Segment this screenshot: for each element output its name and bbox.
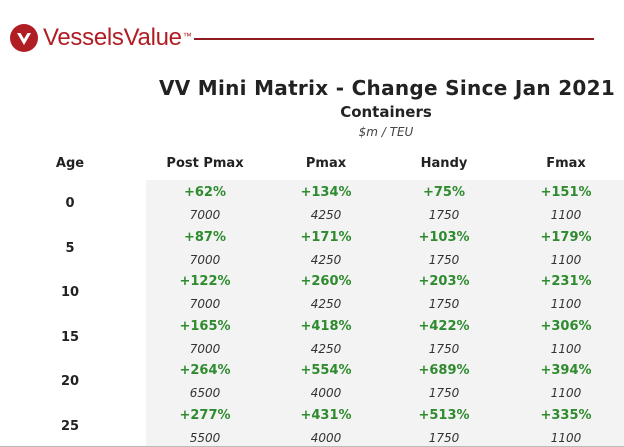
cell-teu-size: 1100 [550, 208, 582, 222]
units-label: $m / TEU [358, 125, 414, 139]
cell-change-percent: +122% [179, 274, 231, 289]
cell-change-percent: +165% [179, 318, 231, 334]
cell-change-percent: +306% [540, 318, 592, 334]
cell-teu-size: 1750 [428, 341, 460, 356]
cell-change-percent: +431% [300, 407, 352, 423]
header-divider [194, 38, 594, 40]
cell-change-percent: +62% [183, 185, 227, 200]
matrix-background [146, 180, 624, 447]
row-age-label: 10 [60, 285, 80, 300]
cell-teu-size: 4000 [310, 430, 342, 445]
cell-change-percent: +422% [418, 318, 470, 334]
cell-teu-size: 4250 [310, 297, 342, 311]
row-age-label: 25 [60, 418, 80, 434]
cell-change-percent: +260% [300, 274, 352, 289]
cell-change-percent: +203% [418, 274, 470, 289]
cell-teu-size: 5500 [189, 430, 221, 445]
cell-teu-size: 7000 [189, 208, 221, 222]
row-age-label: 15 [60, 329, 80, 345]
cell-teu-size: 1100 [550, 252, 582, 267]
page-subtitle: Containers [340, 103, 432, 121]
cell-change-percent: +134% [300, 185, 352, 200]
column-header-fmax: Fmax [546, 156, 586, 171]
cell-change-percent: +394% [540, 363, 592, 378]
cell-change-percent: +418% [300, 318, 352, 334]
cell-teu-size: 7000 [189, 341, 221, 356]
cell-change-percent: +264% [179, 363, 231, 378]
cell-teu-size: 1100 [550, 297, 582, 311]
cell-teu-size: 1750 [428, 386, 460, 400]
row-age-label: 20 [60, 374, 80, 389]
cell-change-percent: +513% [418, 407, 470, 423]
row-age-label: 5 [65, 240, 75, 256]
cell-teu-size: 4250 [310, 252, 342, 267]
column-header-handy: Handy [420, 156, 468, 171]
cell-change-percent: +151% [540, 185, 592, 200]
cell-change-percent: +231% [540, 274, 592, 289]
cell-teu-size: 1750 [428, 297, 460, 311]
cell-teu-size: 1750 [428, 430, 460, 445]
cell-teu-size: 1100 [550, 386, 582, 400]
cell-teu-size: 7000 [189, 252, 221, 267]
cell-change-percent: +554% [300, 363, 352, 378]
cell-teu-size: 4250 [310, 208, 342, 222]
cell-change-percent: +179% [540, 229, 592, 245]
column-header-post-pmax: Post Pmax [166, 156, 244, 171]
vesselsvalue-logo-icon [10, 24, 38, 52]
row-age-label: 0 [65, 196, 75, 211]
page-title: VV Mini Matrix - Change Since Jan 2021 [158, 76, 616, 100]
cell-teu-size: 6500 [189, 386, 221, 400]
cell-change-percent: +103% [418, 229, 470, 245]
cell-change-percent: +277% [179, 407, 231, 423]
brand-logo: VesselsValue™ [10, 24, 192, 52]
cell-teu-size: 1750 [428, 208, 460, 222]
cell-change-percent: +87% [183, 229, 227, 245]
cell-change-percent: +689% [418, 363, 470, 378]
cell-teu-size: 1750 [428, 252, 460, 267]
cell-change-percent: +171% [300, 229, 352, 245]
column-header-pmax: Pmax [305, 156, 347, 171]
column-header-age: Age [55, 156, 85, 171]
cell-teu-size: 7000 [189, 297, 221, 311]
cell-change-percent: +75% [422, 185, 466, 200]
cell-teu-size: 1100 [550, 341, 582, 356]
cell-change-percent: +335% [540, 407, 592, 423]
cell-teu-size: 4000 [310, 386, 342, 400]
cell-teu-size: 1100 [550, 430, 582, 445]
cell-teu-size: 4250 [310, 341, 342, 356]
brand-name: VesselsValue™ [43, 24, 192, 51]
